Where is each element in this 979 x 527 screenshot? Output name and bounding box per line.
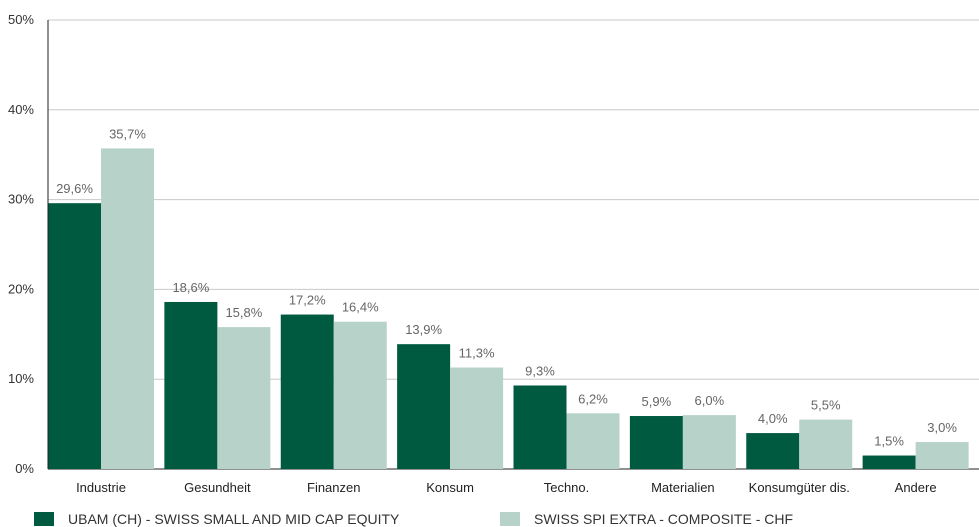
bar-series-2	[101, 148, 154, 469]
x-category-label: Materialien	[651, 480, 715, 495]
data-label: 29,6%	[56, 181, 93, 196]
data-label: 9,3%	[525, 363, 555, 378]
data-label: 6,2%	[578, 391, 608, 406]
y-tick-label: 0%	[15, 461, 34, 476]
legend: UBAM (CH) - SWISS SMALL AND MID CAP EQUI…	[0, 508, 979, 527]
data-label: 16,4%	[342, 300, 379, 315]
data-label: 13,9%	[405, 322, 442, 337]
legend-item-series-2: SWISS SPI EXTRA - COMPOSITE - CHF	[500, 511, 793, 527]
x-category-label: Finanzen	[307, 480, 360, 495]
legend-label-series-2: SWISS SPI EXTRA - COMPOSITE - CHF	[534, 511, 794, 527]
y-tick-label: 10%	[8, 371, 34, 386]
data-label: 18,6%	[172, 280, 209, 295]
data-label: 5,5%	[811, 398, 841, 413]
data-label: 11,3%	[459, 346, 495, 361]
legend-item-series-1: UBAM (CH) - SWISS SMALL AND MID CAP EQUI…	[34, 511, 399, 527]
x-category-label: Gesundheit	[184, 480, 251, 495]
bar-series-1	[280, 314, 334, 469]
bar-chart: 0% 10% 20% 30% 40% 50% 29,6% 35,7% 18,6% 15,8% 17…	[8, 12, 979, 495]
bar-series-2	[915, 442, 969, 469]
bar-series-1	[164, 301, 218, 469]
bar-series-1	[48, 203, 101, 469]
data-label: 1,5%	[874, 434, 904, 449]
bar-series-2	[566, 413, 620, 469]
x-category-label: Industrie	[76, 480, 126, 495]
data-label: 6,0%	[695, 393, 725, 408]
data-labels: 29,6% 35,7% 18,6% 15,8% 17,2% 16,4% 13,9% 11,3%…	[56, 126, 957, 448]
data-label: 15,8%	[225, 305, 262, 320]
bar-series-2	[450, 367, 504, 469]
y-tick-label: 40%	[8, 102, 34, 117]
bar-series-1	[746, 433, 800, 469]
y-axis-tick-labels: 0% 10% 20% 30% 40% 50%	[8, 12, 34, 476]
legend-label-series-1: UBAM (CH) - SWISS SMALL AND MID CAP EQUI…	[68, 511, 400, 527]
x-category-label: Andere	[895, 480, 937, 495]
bar-series-1	[862, 455, 916, 469]
data-label: 3,0%	[927, 420, 957, 435]
bar-series-2	[799, 419, 853, 469]
x-category-label: Konsumgüter dis.	[749, 480, 850, 495]
y-tick-label: 50%	[8, 12, 34, 27]
data-label: 4,0%	[758, 411, 788, 426]
data-label: 5,9%	[642, 394, 672, 409]
bar-series-2	[682, 415, 736, 469]
y-tick-label: 20%	[8, 281, 34, 296]
x-category-label: Konsum	[426, 480, 474, 495]
legend-swatch-series-2	[500, 512, 520, 526]
y-tick-label: 30%	[8, 192, 34, 207]
bar-series-1	[397, 344, 451, 469]
x-axis-category-labels: Industrie Gesundheit Finanzen Konsum Techno.…	[76, 480, 937, 495]
data-label: 17,2%	[289, 293, 326, 308]
bar-series-2	[333, 321, 387, 469]
legend-swatch-series-1	[34, 512, 54, 526]
bar-series-2	[217, 327, 271, 469]
x-category-label: Techno.	[544, 480, 590, 495]
bar-series-1	[629, 416, 683, 469]
bars	[48, 148, 969, 469]
bar-series-1	[513, 385, 567, 469]
data-label: 35,7%	[109, 126, 146, 141]
